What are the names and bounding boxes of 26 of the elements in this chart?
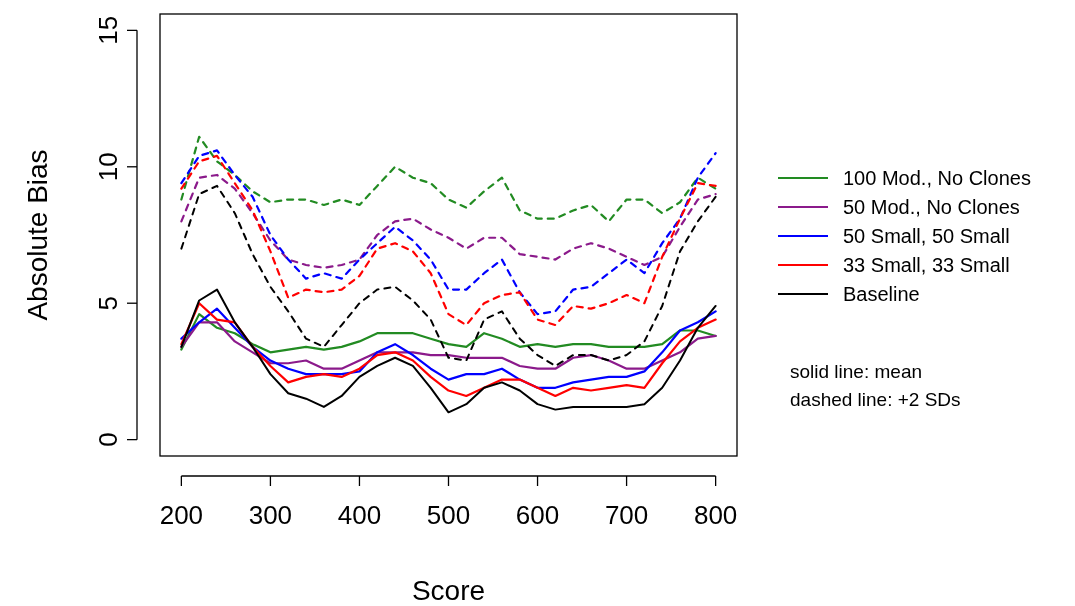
y-tick-label: 10 <box>93 152 123 182</box>
legend-label: 100 Mod., No Clones <box>843 167 1031 189</box>
x-tick-label: 800 <box>693 500 738 530</box>
x-tick-label: 300 <box>248 500 293 530</box>
legend-label: 33 Small, 33 Small <box>843 254 1010 276</box>
line-series <box>180 313 717 354</box>
y-tick-label: 15 <box>93 15 123 45</box>
line-series <box>180 173 717 269</box>
text: solid line: mean <box>790 361 923 382</box>
line-series <box>180 135 717 223</box>
legend-label: 50 Small, 50 Small <box>843 225 1010 247</box>
legend-label: 50 Mod., No Clones <box>843 196 1020 218</box>
x-tick-label: 500 <box>426 500 471 530</box>
x-tick-label: 200 <box>159 500 204 530</box>
x-tick-label: 600 <box>515 500 560 530</box>
text: dashed line: +2 SDs <box>790 389 961 410</box>
y-tick-label: 0 <box>93 432 123 447</box>
legend-label: Baseline <box>843 283 920 305</box>
x-tick-label: 400 <box>337 500 382 530</box>
y-tick-label: 5 <box>93 295 123 311</box>
x-tick-label: 700 <box>604 500 649 530</box>
line-series <box>180 321 717 370</box>
y-axis-title: Absolute Bias <box>22 149 53 321</box>
line-series <box>180 288 717 414</box>
line-series <box>180 184 717 367</box>
x-axis-title: Score <box>411 575 486 606</box>
